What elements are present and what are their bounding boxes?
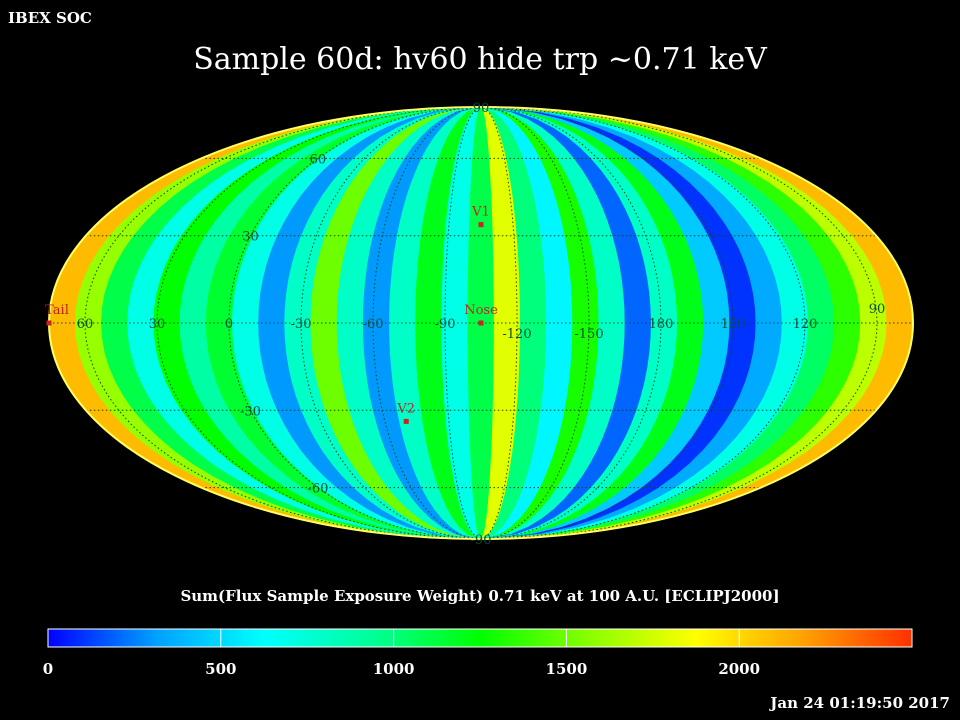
colorbar-gradient	[47, 628, 913, 648]
marker-label: Nose	[464, 303, 498, 318]
colorbar-tick-label: 0	[43, 660, 53, 678]
marker-point	[478, 320, 484, 326]
longitude-label: 90	[869, 302, 886, 317]
longitude-label: 180	[649, 317, 674, 332]
latitude-label: 90	[473, 101, 490, 116]
longitude-labels: 60 30 0 -30 -60 -90 -120 -150 180 150 120 90	[77, 302, 886, 342]
colorbar-tick-label: 2000	[718, 660, 760, 678]
header-label: IBEX SOC	[8, 9, 92, 27]
longitude-label: 60	[77, 317, 94, 332]
latitude-label: -30	[240, 404, 261, 419]
latitude-label: 30	[242, 230, 259, 245]
longitude-label: 150	[721, 317, 746, 332]
colorbar-tick-label: 1000	[373, 660, 415, 678]
longitude-label: 120	[793, 317, 818, 332]
meridian-line	[300, 107, 482, 539]
colorbar-tick-label: 500	[205, 660, 236, 678]
meridian-line	[480, 107, 518, 539]
longitude-label: -90	[435, 317, 456, 332]
flux-bands	[49, 107, 913, 539]
latitude-label: -90	[471, 533, 492, 548]
longitude-label: 30	[149, 317, 166, 332]
latitude-label: -60	[307, 482, 328, 497]
latitude-label: 60	[310, 152, 327, 167]
coordinate-grid	[49, 107, 913, 539]
longitude-label: 0	[225, 317, 233, 332]
longitude-label: -150	[574, 327, 603, 342]
colorbar-tick-label: 1500	[546, 660, 588, 678]
marker-label: V2	[396, 401, 415, 416]
marker-label: V1	[471, 205, 490, 220]
longitude-label: -30	[291, 317, 312, 332]
chart-title: Sample 60d: hv60 hide trp ~0.71 keV	[193, 42, 767, 77]
markers: V1 Nose V2 Tail	[45, 205, 498, 424]
marker-point	[46, 320, 52, 326]
colorbar: 0 500 1000 1500 2000	[43, 628, 913, 678]
colorbar-label: Sum(Flux Sample Exposure Weight) 0.71 ke…	[180, 587, 780, 605]
timestamp: Jan 24 01:19:50 2017	[770, 694, 950, 712]
marker-point	[478, 222, 484, 228]
latitude-labels: 90 60 30 -30 -60 -90	[240, 101, 491, 548]
marker-label: Tail	[45, 303, 69, 318]
marker-point	[403, 418, 409, 424]
longitude-label: -120	[502, 327, 531, 342]
longitude-label: -60	[363, 317, 384, 332]
